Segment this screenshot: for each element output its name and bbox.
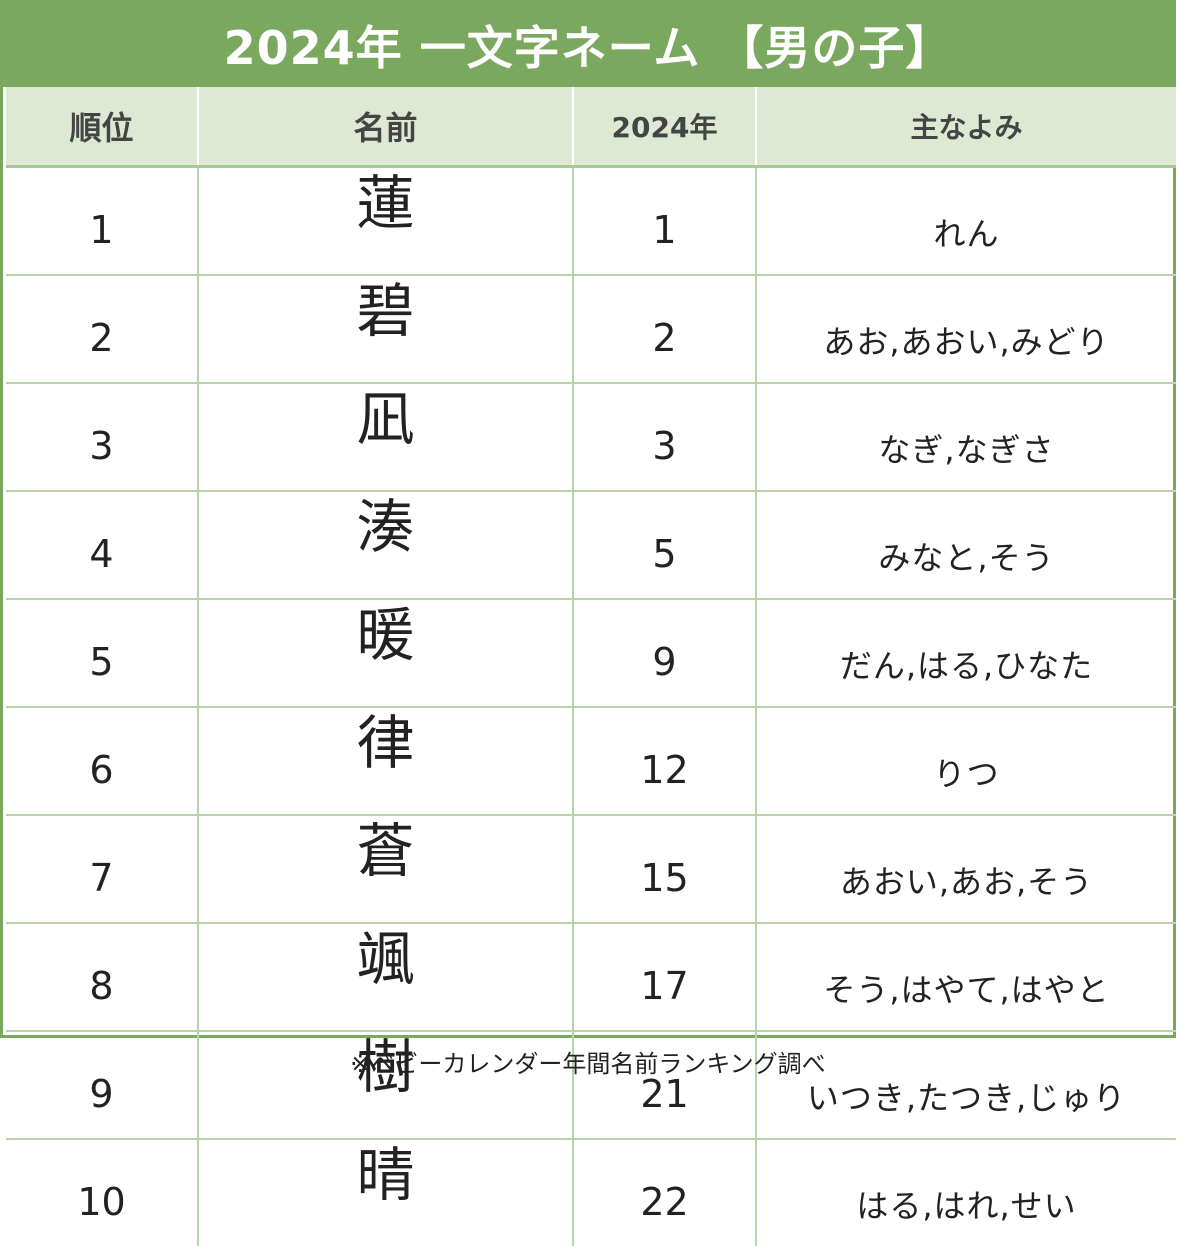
reading-cell: だん,はる,ひなた [756, 599, 1176, 707]
prev-year-rank-cell: 12 [573, 707, 756, 815]
prev-year-rank-cell: 5 [573, 491, 756, 599]
header-rank: 順位 [6, 87, 198, 167]
rank-cell: 3 [6, 383, 198, 491]
reading-cell: りつ [756, 707, 1176, 815]
prev-year-rank-cell: 22 [573, 1139, 756, 1246]
rank-cell: 1 [6, 167, 198, 276]
name-cell: 晴 [198, 1139, 573, 1246]
prev-year-rank-cell: 9 [573, 599, 756, 707]
name-cell: 暖 [198, 599, 573, 707]
name-cell: 蓮 [198, 167, 573, 276]
header-reading: 主なよみ [756, 87, 1176, 167]
rank-cell: 10 [6, 1139, 198, 1246]
rank-cell: 6 [6, 707, 198, 815]
rank-cell: 2 [6, 275, 198, 383]
prev-year-rank-cell: 3 [573, 383, 756, 491]
reading-cell: れん [756, 167, 1176, 276]
prev-year-rank-cell: 17 [573, 923, 756, 1031]
header-row: 順位 名前 2024年 主なよみ [6, 87, 1176, 167]
reading-cell: はる,はれ,せい [756, 1139, 1176, 1246]
name-cell: 颯 [198, 923, 573, 1031]
source-note: ※ベビーカレンダー年間名前ランキング調べ [0, 1044, 1176, 1079]
rank-cell: 5 [6, 599, 198, 707]
name-cell: 碧 [198, 275, 573, 383]
name-cell: 律 [198, 707, 573, 815]
reading-cell: あおい,あお,そう [756, 815, 1176, 923]
reading-cell: みなと,そう [756, 491, 1176, 599]
name-cell: 蒼 [198, 815, 573, 923]
prev-year-rank-cell: 15 [573, 815, 756, 923]
rank-cell: 4 [6, 491, 198, 599]
rank-cell: 8 [6, 923, 198, 1031]
reading-cell: あお,あおい,みどり [756, 275, 1176, 383]
rank-cell: 7 [6, 815, 198, 923]
reading-cell: そう,はやて,はやと [756, 923, 1176, 1031]
table-header: 順位 名前 2024年 主なよみ [6, 87, 1176, 167]
name-cell: 凪 [198, 383, 573, 491]
prev-year-rank-cell: 2 [573, 275, 756, 383]
name-cell: 湊 [198, 491, 573, 599]
reading-cell: なぎ,なぎさ [756, 383, 1176, 491]
table-title: 2024年 一文字ネーム 【男の子】 [224, 12, 953, 78]
header-name: 名前 [198, 87, 573, 167]
title-bar: 2024年 一文字ネーム 【男の子】 [3, 3, 1173, 87]
header-prev-year: 2024年 [573, 87, 756, 167]
prev-year-rank-cell: 1 [573, 167, 756, 276]
